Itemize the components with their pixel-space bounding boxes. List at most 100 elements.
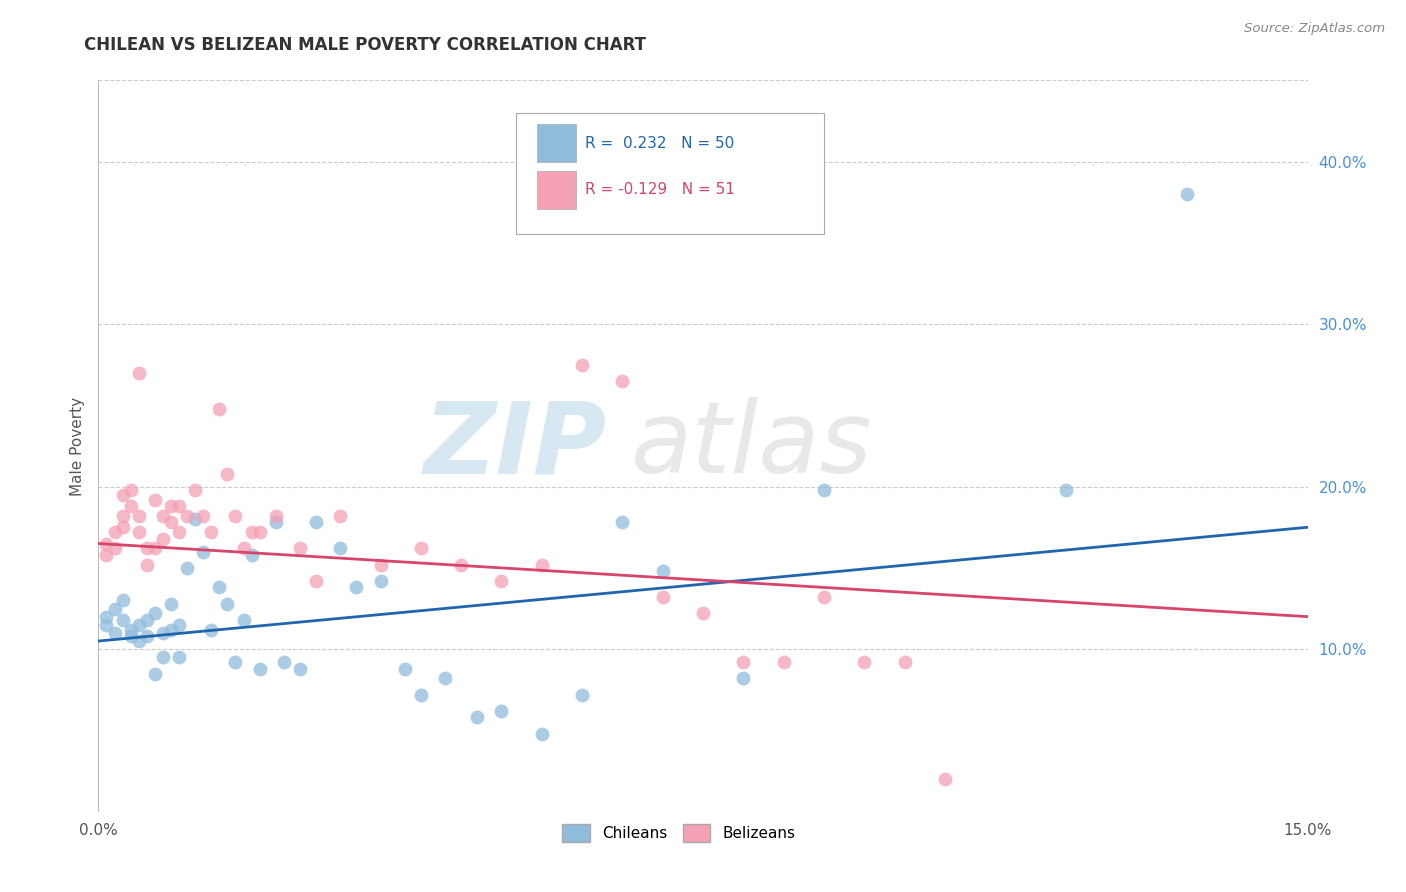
Point: [491, 704, 513, 718]
Point: [143, 492, 166, 507]
Point: [249, 525, 271, 540]
Point: [120, 499, 142, 513]
Point: [176, 508, 198, 523]
Point: [651, 564, 673, 578]
Point: [571, 688, 593, 702]
Point: [224, 508, 246, 523]
Point: [176, 561, 198, 575]
Point: [465, 710, 488, 724]
Text: CHILEAN VS BELIZEAN MALE POVERTY CORRELATION CHART: CHILEAN VS BELIZEAN MALE POVERTY CORRELA…: [84, 36, 647, 54]
Point: [651, 590, 673, 604]
Point: [612, 374, 634, 388]
Point: [571, 358, 593, 372]
Point: [329, 541, 352, 556]
Point: [1054, 483, 1077, 497]
Point: [692, 607, 714, 621]
Point: [103, 626, 125, 640]
Point: [167, 499, 190, 513]
Point: [135, 541, 157, 556]
Point: [160, 623, 183, 637]
Point: [853, 655, 876, 669]
FancyBboxPatch shape: [537, 171, 576, 209]
Point: [329, 508, 352, 523]
Point: [200, 525, 222, 540]
Point: [167, 650, 190, 665]
Point: [120, 623, 142, 637]
Point: [240, 548, 263, 562]
FancyBboxPatch shape: [537, 124, 576, 162]
Point: [96, 609, 118, 624]
Point: [530, 558, 553, 572]
Text: Source: ZipAtlas.com: Source: ZipAtlas.com: [1244, 22, 1385, 36]
Point: [111, 488, 134, 502]
Point: [111, 508, 134, 523]
Point: [409, 688, 432, 702]
Point: [813, 483, 835, 497]
Point: [491, 574, 513, 588]
Text: atlas: atlas: [630, 398, 872, 494]
Point: [103, 525, 125, 540]
Point: [143, 541, 166, 556]
Point: [612, 516, 634, 530]
Text: R =  0.232   N = 50: R = 0.232 N = 50: [585, 136, 734, 151]
Point: [217, 597, 239, 611]
Point: [370, 558, 392, 572]
Point: [934, 772, 956, 787]
Text: ZIP: ZIP: [423, 398, 606, 494]
Point: [143, 666, 166, 681]
Y-axis label: Male Poverty: Male Poverty: [69, 396, 84, 496]
Point: [240, 525, 263, 540]
Point: [1175, 187, 1198, 202]
Point: [733, 672, 755, 686]
Point: [96, 548, 118, 562]
Text: R = -0.129   N = 51: R = -0.129 N = 51: [585, 183, 734, 197]
Point: [160, 597, 183, 611]
Legend: Chileans, Belizeans: Chileans, Belizeans: [557, 818, 801, 848]
Point: [128, 525, 150, 540]
Point: [135, 629, 157, 643]
Point: [103, 601, 125, 615]
Point: [813, 590, 835, 604]
Point: [394, 662, 416, 676]
Point: [152, 508, 174, 523]
Point: [288, 662, 311, 676]
Point: [344, 581, 367, 595]
Point: [120, 483, 142, 497]
Point: [128, 634, 150, 648]
Point: [264, 516, 287, 530]
Point: [184, 483, 207, 497]
Point: [111, 593, 134, 607]
Point: [232, 541, 254, 556]
Point: [264, 508, 287, 523]
Point: [111, 520, 134, 534]
Point: [200, 623, 222, 637]
Point: [167, 617, 190, 632]
Point: [143, 607, 166, 621]
Point: [305, 516, 328, 530]
Point: [135, 558, 157, 572]
Point: [184, 512, 207, 526]
Point: [96, 617, 118, 632]
Point: [305, 574, 328, 588]
Point: [103, 541, 125, 556]
Point: [273, 655, 295, 669]
Point: [152, 532, 174, 546]
Point: [128, 366, 150, 380]
Point: [249, 662, 271, 676]
Point: [893, 655, 915, 669]
Point: [167, 525, 190, 540]
Point: [152, 626, 174, 640]
Point: [128, 617, 150, 632]
Point: [409, 541, 432, 556]
Point: [224, 655, 246, 669]
Point: [120, 629, 142, 643]
Point: [434, 672, 457, 686]
Point: [96, 536, 118, 550]
Point: [370, 574, 392, 588]
Point: [232, 613, 254, 627]
Point: [217, 467, 239, 481]
Point: [530, 727, 553, 741]
Point: [160, 516, 183, 530]
Point: [208, 581, 231, 595]
Point: [288, 541, 311, 556]
